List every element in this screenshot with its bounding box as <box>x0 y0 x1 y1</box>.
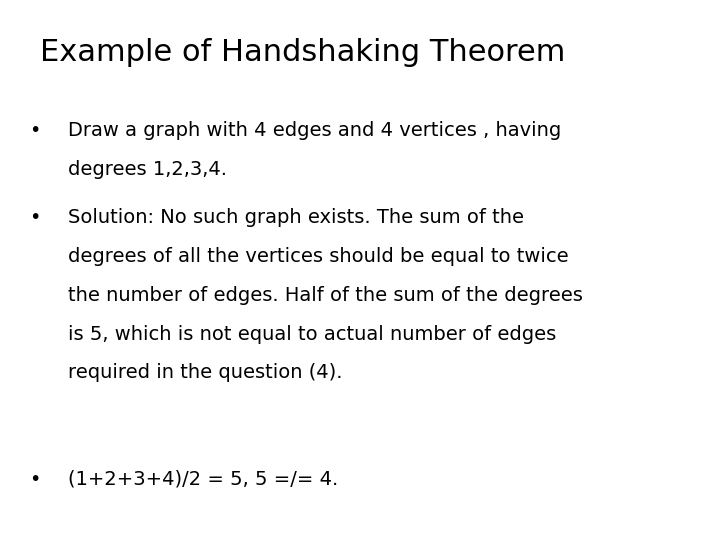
Text: degrees of all the vertices should be equal to twice: degrees of all the vertices should be eq… <box>68 247 569 266</box>
Text: Example of Handshaking Theorem: Example of Handshaking Theorem <box>40 38 565 67</box>
Text: •: • <box>29 470 40 489</box>
Text: (1+2+3+4)/2 = 5, 5 =/= 4.: (1+2+3+4)/2 = 5, 5 =/= 4. <box>68 470 338 489</box>
Text: Solution: No such graph exists. The sum of the: Solution: No such graph exists. The sum … <box>68 208 524 227</box>
Text: is 5, which is not equal to actual number of edges: is 5, which is not equal to actual numbe… <box>68 325 557 343</box>
Text: •: • <box>29 208 40 227</box>
Text: required in the question (4).: required in the question (4). <box>68 363 343 382</box>
Text: Draw a graph with 4 edges and 4 vertices , having: Draw a graph with 4 edges and 4 vertices… <box>68 122 562 140</box>
Text: •: • <box>29 122 40 140</box>
Text: the number of edges. Half of the sum of the degrees: the number of edges. Half of the sum of … <box>68 286 583 305</box>
Text: degrees 1,2,3,4.: degrees 1,2,3,4. <box>68 160 228 179</box>
